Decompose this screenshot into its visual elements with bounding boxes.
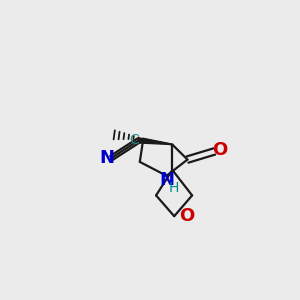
Text: N: N xyxy=(159,171,174,189)
Text: N: N xyxy=(99,149,114,167)
Text: O: O xyxy=(212,141,227,159)
Text: C: C xyxy=(129,134,139,147)
Text: O: O xyxy=(179,207,194,225)
Text: H: H xyxy=(168,182,179,196)
Polygon shape xyxy=(138,138,172,145)
